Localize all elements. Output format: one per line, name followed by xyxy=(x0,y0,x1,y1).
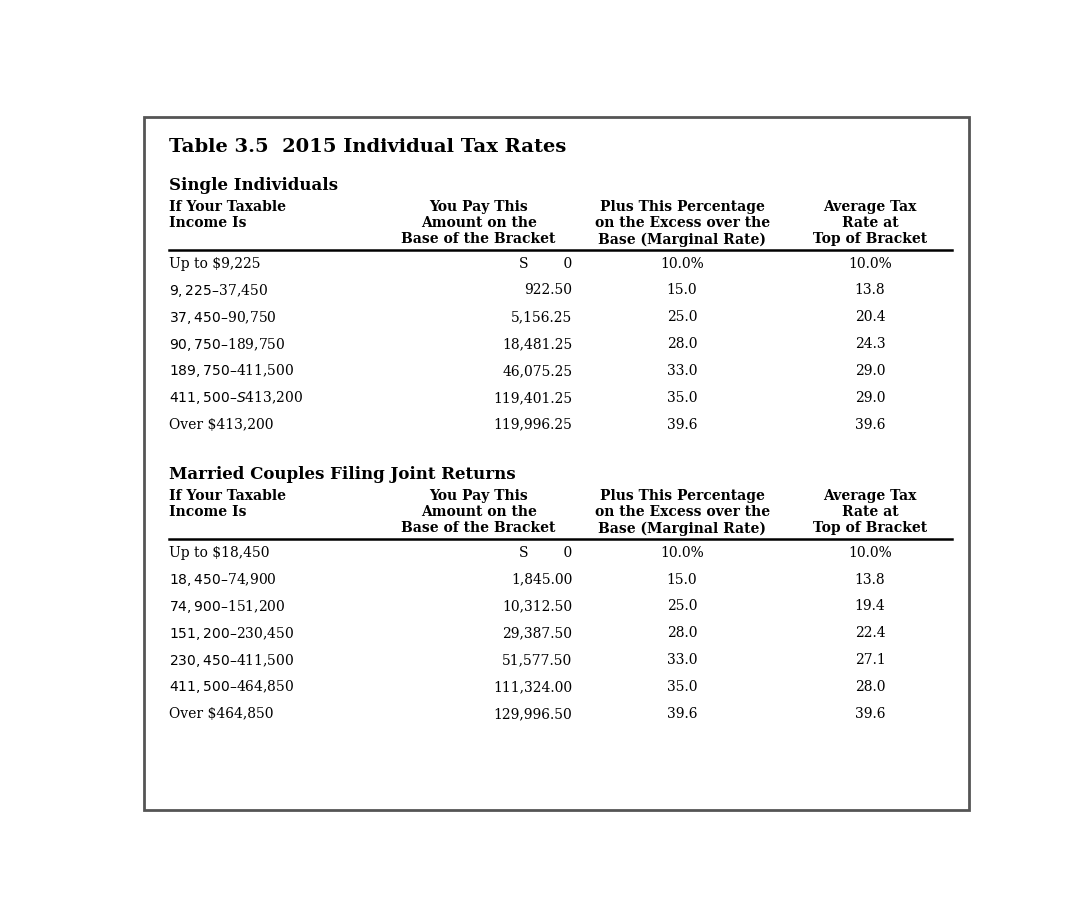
Text: You Pay This
Amount on the
Base of the Bracket: You Pay This Amount on the Base of the B… xyxy=(402,489,556,535)
Text: $151,200–$230,450: $151,200–$230,450 xyxy=(169,625,295,642)
Text: 39.6: 39.6 xyxy=(667,418,697,431)
Text: If Your Taxable
Income Is: If Your Taxable Income Is xyxy=(169,489,287,520)
Text: 119,401.25: 119,401.25 xyxy=(493,391,572,405)
FancyBboxPatch shape xyxy=(144,118,969,810)
Text: $18,450–$74,900: $18,450–$74,900 xyxy=(169,571,277,588)
Text: If Your Taxable
Income Is: If Your Taxable Income Is xyxy=(169,200,287,230)
Text: $37,450–$90,750: $37,450–$90,750 xyxy=(169,308,277,326)
Text: Plus This Percentage
on the Excess over the
Base (Marginal Rate): Plus This Percentage on the Excess over … xyxy=(594,200,770,247)
Text: 27.1: 27.1 xyxy=(855,653,885,667)
Text: 39.6: 39.6 xyxy=(855,418,885,431)
Text: 25.0: 25.0 xyxy=(667,310,697,324)
Text: 29.0: 29.0 xyxy=(855,391,885,405)
Text: You Pay This
Amount on the
Base of the Bracket: You Pay This Amount on the Base of the B… xyxy=(402,200,556,246)
Text: Plus This Percentage
on the Excess over the
Base (Marginal Rate): Plus This Percentage on the Excess over … xyxy=(594,489,770,536)
Text: 35.0: 35.0 xyxy=(667,680,697,694)
Text: 15.0: 15.0 xyxy=(667,284,697,297)
Text: $189,750–$411,500: $189,750–$411,500 xyxy=(169,363,295,379)
Text: 39.6: 39.6 xyxy=(667,707,697,721)
Text: 10.0%: 10.0% xyxy=(848,256,892,271)
Text: 10.0%: 10.0% xyxy=(660,256,704,271)
Text: 51,577.50: 51,577.50 xyxy=(502,653,572,667)
Text: 111,324.00: 111,324.00 xyxy=(493,680,572,694)
Text: 10,312.50: 10,312.50 xyxy=(502,599,572,613)
Text: $74,900–$151,200: $74,900–$151,200 xyxy=(169,598,286,615)
Text: 39.6: 39.6 xyxy=(855,707,885,721)
Text: $230,450–$411,500: $230,450–$411,500 xyxy=(169,652,295,668)
Text: $90,750–$189,750: $90,750–$189,750 xyxy=(169,336,286,353)
Text: $9,225–$37,450: $9,225–$37,450 xyxy=(169,282,268,299)
Text: 22.4: 22.4 xyxy=(855,626,885,640)
Text: Single Individuals: Single Individuals xyxy=(169,177,339,195)
Text: Up to $18,450: Up to $18,450 xyxy=(169,545,270,560)
Text: $411,500–$464,850: $411,500–$464,850 xyxy=(169,678,295,696)
Text: 1,845.00: 1,845.00 xyxy=(510,573,572,587)
Text: 10.0%: 10.0% xyxy=(660,545,704,560)
Text: 119,996.25: 119,996.25 xyxy=(493,418,572,431)
Text: 28.0: 28.0 xyxy=(855,680,885,694)
Text: 33.0: 33.0 xyxy=(667,653,697,667)
Text: Average Tax
Rate at
Top of Bracket: Average Tax Rate at Top of Bracket xyxy=(813,489,927,535)
Text: 19.4: 19.4 xyxy=(855,599,885,613)
Text: $411,500–S$413,200: $411,500–S$413,200 xyxy=(169,389,304,407)
Text: Up to $9,225: Up to $9,225 xyxy=(169,256,261,271)
Text: 25.0: 25.0 xyxy=(667,599,697,613)
Text: 13.8: 13.8 xyxy=(855,573,885,587)
Text: 13.8: 13.8 xyxy=(855,284,885,297)
Text: 18,481.25: 18,481.25 xyxy=(502,337,572,351)
Text: Average Tax
Rate at
Top of Bracket: Average Tax Rate at Top of Bracket xyxy=(813,200,927,246)
Text: 10.0%: 10.0% xyxy=(848,545,892,560)
Text: 15.0: 15.0 xyxy=(667,573,697,587)
Text: 20.4: 20.4 xyxy=(855,310,885,324)
Text: 129,996.50: 129,996.50 xyxy=(493,707,572,721)
Text: S        0: S 0 xyxy=(519,256,572,271)
Text: 28.0: 28.0 xyxy=(667,626,697,640)
Text: S        0: S 0 xyxy=(519,545,572,560)
Text: 922.50: 922.50 xyxy=(525,284,572,297)
Text: Over $413,200: Over $413,200 xyxy=(169,418,274,431)
Text: 29,387.50: 29,387.50 xyxy=(502,626,572,640)
Text: 35.0: 35.0 xyxy=(667,391,697,405)
Text: 46,075.25: 46,075.25 xyxy=(502,364,572,378)
Text: 29.0: 29.0 xyxy=(855,364,885,378)
Text: Married Couples Filing Joint Returns: Married Couples Filing Joint Returns xyxy=(169,466,516,484)
Text: 24.3: 24.3 xyxy=(855,337,885,351)
Text: 33.0: 33.0 xyxy=(667,364,697,378)
Text: 28.0: 28.0 xyxy=(667,337,697,351)
Text: 5,156.25: 5,156.25 xyxy=(512,310,572,324)
Text: Over $464,850: Over $464,850 xyxy=(169,707,274,721)
Text: Table 3.5  2015 Individual Tax Rates: Table 3.5 2015 Individual Tax Rates xyxy=(169,139,567,156)
